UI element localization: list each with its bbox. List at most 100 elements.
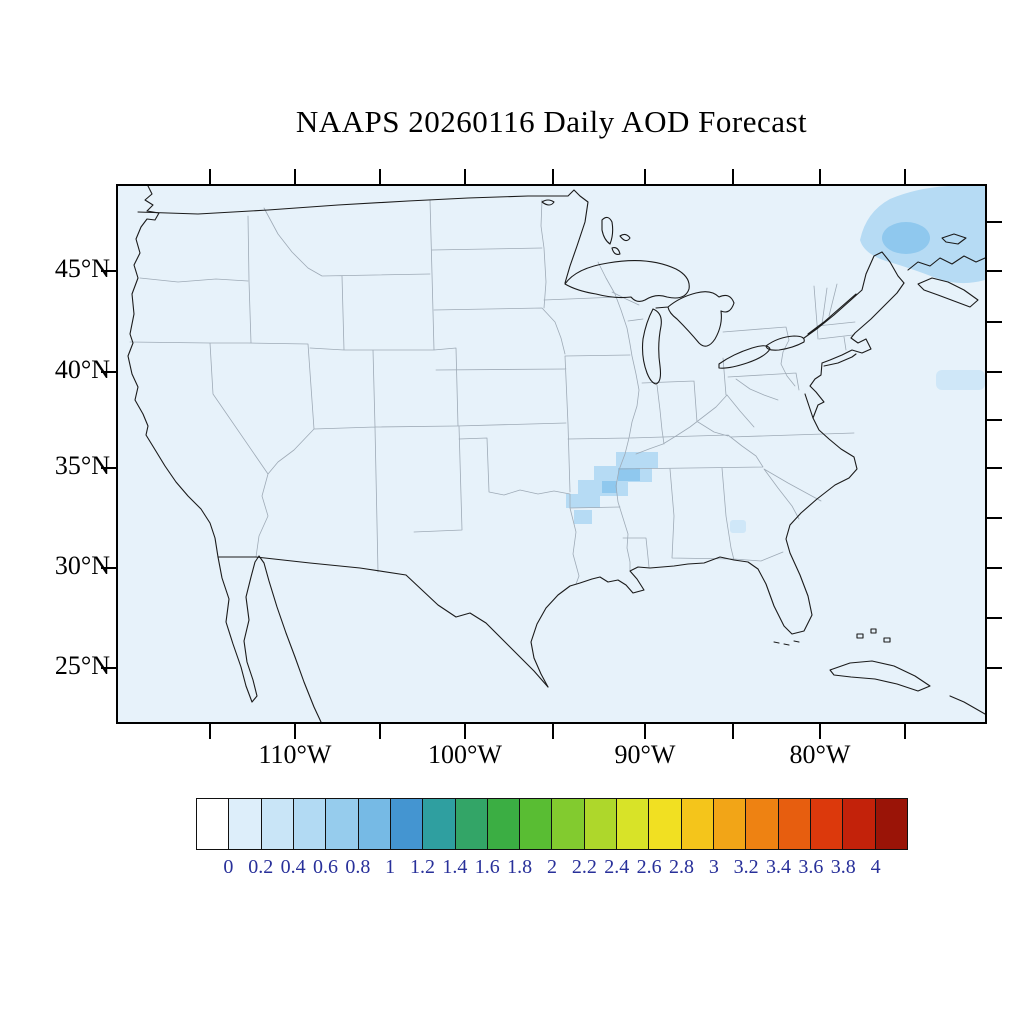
lat-tick-left [101, 567, 116, 569]
lat-tick-right [987, 270, 1002, 272]
colorbar-label: 1.2 [410, 856, 436, 878]
lon-tick-top [552, 169, 554, 184]
lat-label: 30°N [54, 551, 110, 580]
colorbar-label: 3 [708, 856, 719, 878]
colorbar-cell [714, 799, 747, 849]
aod-patch-midsouth-core [602, 468, 640, 493]
gulf-atlantic-coast [530, 282, 905, 688]
pacific-coast [127, 186, 219, 558]
lon-tick-bottom [464, 724, 466, 739]
lon-tick-bottom [552, 724, 554, 739]
lat-tick-right [987, 667, 1002, 669]
map-background [118, 186, 985, 722]
florida-keys [773, 640, 800, 646]
lon-label: 80°W [789, 740, 851, 769]
colorbar-cell [875, 799, 907, 849]
colorbar-cell [681, 799, 714, 849]
lat-tick-right [987, 321, 1002, 323]
colorbar-cell [293, 799, 327, 849]
lon-tick-bottom [819, 724, 821, 739]
lon-tick-bottom [732, 724, 734, 739]
colorbar-cell [197, 799, 230, 849]
colorbar-cell [843, 799, 876, 849]
colorbar-label: 0.2 [248, 856, 274, 878]
lake-huron [655, 291, 735, 347]
colorbar-label: 1.8 [507, 856, 533, 878]
colorbar-label: 2.6 [636, 856, 662, 878]
mexico-border [217, 556, 549, 688]
colorbar-label: 2 [547, 856, 557, 878]
prince-edward-island [941, 233, 967, 245]
aod-patch-atlantic-edge [936, 370, 985, 390]
lon-tick-bottom [904, 724, 906, 739]
lon-tick-bottom [209, 724, 211, 739]
lat-tick-right [987, 221, 1002, 223]
colorbar-label: 3.6 [798, 856, 824, 878]
colorbar-cell [552, 799, 585, 849]
lon-tick-top [644, 169, 646, 184]
lon-tick-bottom [294, 724, 296, 739]
canada-border-east [803, 251, 905, 339]
lat-tick-right [987, 371, 1002, 373]
colorbar-label: 3.4 [766, 856, 792, 878]
lon-label: 100°W [428, 740, 502, 769]
lon-tick-top [379, 169, 381, 184]
long-island [823, 353, 857, 367]
us-map [118, 186, 985, 722]
lake-erie [718, 345, 771, 369]
lon-tick-top [732, 169, 734, 184]
chesapeake-bay [804, 393, 814, 419]
lat-label: 45°N [54, 254, 110, 283]
map-frame [116, 184, 987, 724]
lon-tick-top [209, 169, 211, 184]
colorbar-cell [229, 799, 262, 849]
colorbar-cell [584, 799, 618, 849]
lat-tick-left [101, 467, 116, 469]
aod-patch-georgia [730, 520, 746, 533]
colorbar-cell [746, 799, 779, 849]
aod-patch-northeast-core [882, 222, 930, 254]
lon-label: 90°W [614, 740, 676, 769]
colorbar-label: 2.8 [668, 856, 694, 878]
colorbar-cell [423, 799, 456, 849]
colorbar-cell [390, 799, 424, 849]
corner-coast [949, 695, 985, 715]
baja-mexico-coast [217, 555, 322, 722]
colorbar-label: 2.2 [571, 856, 597, 878]
colorbar-cell [778, 799, 811, 849]
lon-tick-top [294, 169, 296, 184]
state-borders [129, 199, 856, 585]
colorbar-cell [261, 799, 294, 849]
lat-tick-left [101, 371, 116, 373]
canada-lakes [541, 199, 631, 255]
colorbar-label: 3.8 [830, 856, 856, 878]
colorbar-cell [649, 799, 682, 849]
canada-border-west [137, 189, 589, 284]
colorbar-label: 0 [223, 856, 234, 878]
lat-tick-right [987, 419, 1002, 421]
lat-label: 40°N [54, 355, 110, 384]
lat-tick-right [987, 467, 1002, 469]
colorbar-label: 0.8 [345, 856, 371, 878]
colorbar-cell [326, 799, 359, 849]
lat-tick-left [101, 667, 116, 669]
lon-label: 110°W [258, 740, 332, 769]
lat-tick-left [101, 270, 116, 272]
colorbar-cell [520, 799, 553, 849]
colorbar-label: 1.6 [474, 856, 500, 878]
cuba [829, 660, 931, 692]
lake-ontario [765, 335, 805, 351]
colorbar-cell [810, 799, 844, 849]
lat-tick-right [987, 617, 1002, 619]
lat-tick-right [987, 517, 1002, 519]
colorbar-label: 4 [870, 856, 881, 878]
lat-label: 35°N [54, 451, 110, 480]
nova-scotia [917, 277, 979, 308]
colorbar-label: 0.6 [312, 856, 338, 878]
figure-title: NAAPS 20260116 Daily AOD Forecast [295, 104, 808, 139]
colorbar-label: 1 [385, 856, 396, 878]
lake-michigan [641, 308, 662, 385]
colorbar-label: 0.4 [280, 856, 306, 878]
lon-tick-bottom [644, 724, 646, 739]
